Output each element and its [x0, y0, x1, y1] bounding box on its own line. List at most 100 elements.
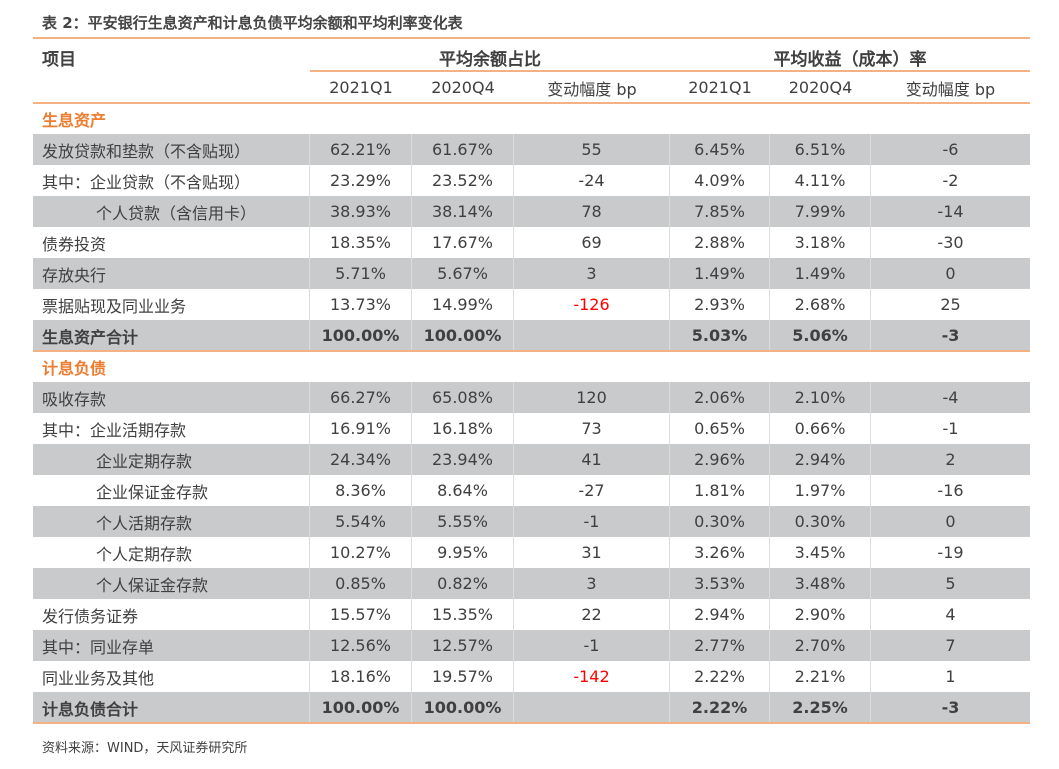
cell-value: 0.30% [770, 506, 871, 537]
row-label: 计息负债合计 [33, 692, 310, 723]
cell-value: 5.06% [770, 320, 871, 351]
cell-value: 100.00% [412, 320, 514, 351]
cell-value: 2.93% [670, 289, 770, 320]
cell-value: 62.21% [310, 134, 412, 165]
divider [33, 102, 1030, 104]
cell-value: 12.56% [310, 630, 412, 661]
cell-value: 0 [945, 264, 956, 283]
cell-value: 100.00% [310, 320, 412, 351]
section-title: 生息资产 [42, 110, 107, 130]
cell-value: 5.55% [412, 506, 514, 537]
cell-value: 14.99% [412, 289, 514, 320]
cell-value: 61.67% [412, 134, 514, 165]
cell-value: 7.99% [770, 196, 871, 227]
cell-value: 9.95% [412, 537, 514, 568]
cell-value: -27 [514, 475, 670, 506]
cell-value: 1.49% [670, 258, 770, 289]
cell-value: 7.85% [670, 196, 770, 227]
row-label: 发行债务证券 [33, 599, 310, 630]
cell-value: -16 [937, 481, 964, 500]
cell-value: 23.94% [412, 444, 514, 475]
cell-value: 18.35% [310, 227, 412, 258]
cell-value: 2.25% [770, 692, 871, 723]
cell-value: 1 [945, 667, 956, 686]
cell-value: 38.93% [310, 196, 412, 227]
table-row: 发放贷款和垫款（不含贴现） 62.21% 61.67% 55 6.45% 6.51% -6 [33, 134, 1030, 165]
cell-value: 17.67% [412, 227, 514, 258]
row-label: 其中：同业存单 [33, 630, 310, 661]
cell-value: 5.03% [670, 320, 770, 351]
cell-value: 0.82% [412, 568, 514, 599]
cell-value: 120 [514, 382, 670, 413]
cell-value: -14 [937, 202, 964, 221]
cell-value: 2.77% [670, 630, 770, 661]
cell-value: -30 [937, 233, 964, 252]
cell-value: -6 [942, 140, 959, 159]
cell-value: 65.08% [412, 382, 514, 413]
cell-value: -142 [514, 661, 670, 692]
row-label: 同业业务及其他 [33, 661, 310, 692]
cell-value: 10.27% [310, 537, 412, 568]
source-note: 资料来源：WIND，天风证券研究所 [42, 741, 248, 756]
cell-value: -1 [514, 630, 670, 661]
cell-value: 4 [945, 605, 956, 624]
table-row: 其中：企业贷款（不含贴现） 23.29% 23.52% -24 4.09% 4.11% -2 [33, 165, 1030, 196]
cell-value: -19 [937, 543, 964, 562]
cell-value: 2.94% [770, 444, 871, 475]
cell-value: 13.73% [310, 289, 412, 320]
cell-value: 38.14% [412, 196, 514, 227]
row-label: 个人保证金存款 [33, 568, 310, 599]
cell-value: 22 [514, 599, 670, 630]
cell-value: 2.96% [670, 444, 770, 475]
row-label: 其中：企业贷款（不含贴现） [33, 165, 310, 196]
cell-value: -4 [942, 388, 959, 407]
table-row: 吸收存款 66.27% 65.08% 120 2.06% 2.10% -4 [33, 382, 1030, 413]
cell-value: 1.81% [670, 475, 770, 506]
cell-value: 6.45% [670, 134, 770, 165]
cell-value: 24.34% [310, 444, 412, 475]
cell-value: 2.70% [770, 630, 871, 661]
header-group-yield: 平均收益（成本）率 [773, 50, 927, 70]
cell-value: 3.48% [770, 568, 871, 599]
cell-value: 23.52% [412, 165, 514, 196]
cell-value [514, 692, 670, 723]
cell-value: 3.53% [670, 568, 770, 599]
cell-value: -24 [514, 165, 670, 196]
column-header: 2020Q4 [788, 78, 853, 97]
column-header: 2020Q4 [431, 78, 495, 97]
cell-value: 100.00% [310, 692, 412, 723]
table-row: 其中：同业存单 12.56% 12.57% -1 2.77% 2.70% 7 [33, 630, 1030, 661]
divider [33, 37, 1030, 39]
divider [310, 70, 1030, 72]
row-label: 其中：企业活期存款 [33, 413, 310, 444]
table-row: 个人定期存款 10.27% 9.95% 31 3.26% 3.45% -19 [33, 537, 1030, 568]
table-row: 存放央行 5.71% 5.67% 3 1.49% 1.49% 0 [33, 258, 1030, 289]
cell-value: 5.67% [412, 258, 514, 289]
table-row: 个人活期存款 5.54% 5.55% -1 0.30% 0.30% 0 [33, 506, 1030, 537]
cell-value: 5.71% [310, 258, 412, 289]
cell-value: 55 [514, 134, 670, 165]
column-header: 2021Q1 [688, 78, 752, 97]
cell-value: 2.68% [770, 289, 871, 320]
table-row: 企业定期存款 24.34% 23.94% 41 2.96% 2.94% 2 [33, 444, 1030, 475]
cell-value: 2.10% [770, 382, 871, 413]
section-header: 生息资产 [33, 103, 1030, 134]
divider [33, 722, 1030, 724]
cell-value: 73 [514, 413, 670, 444]
cell-value: 31 [514, 537, 670, 568]
cell-value: 12.57% [412, 630, 514, 661]
row-label: 企业保证金存款 [33, 475, 310, 506]
cell-value: 23.29% [310, 165, 412, 196]
cell-value: -3 [941, 698, 960, 717]
column-header: 2021Q1 [329, 78, 393, 97]
cell-value: 41 [514, 444, 670, 475]
cell-value: 15.57% [310, 599, 412, 630]
cell-value: 18.16% [310, 661, 412, 692]
row-label: 吸收存款 [33, 382, 310, 413]
row-label: 个人贷款（含信用卡） [33, 196, 310, 227]
cell-value: 16.18% [412, 413, 514, 444]
cell-value: 6.51% [770, 134, 871, 165]
total-row: 生息资产合计 100.00% 100.00% 5.03% 5.06% -3 [33, 320, 1030, 351]
cell-value: 0.65% [670, 413, 770, 444]
cell-value: -2 [942, 171, 959, 190]
